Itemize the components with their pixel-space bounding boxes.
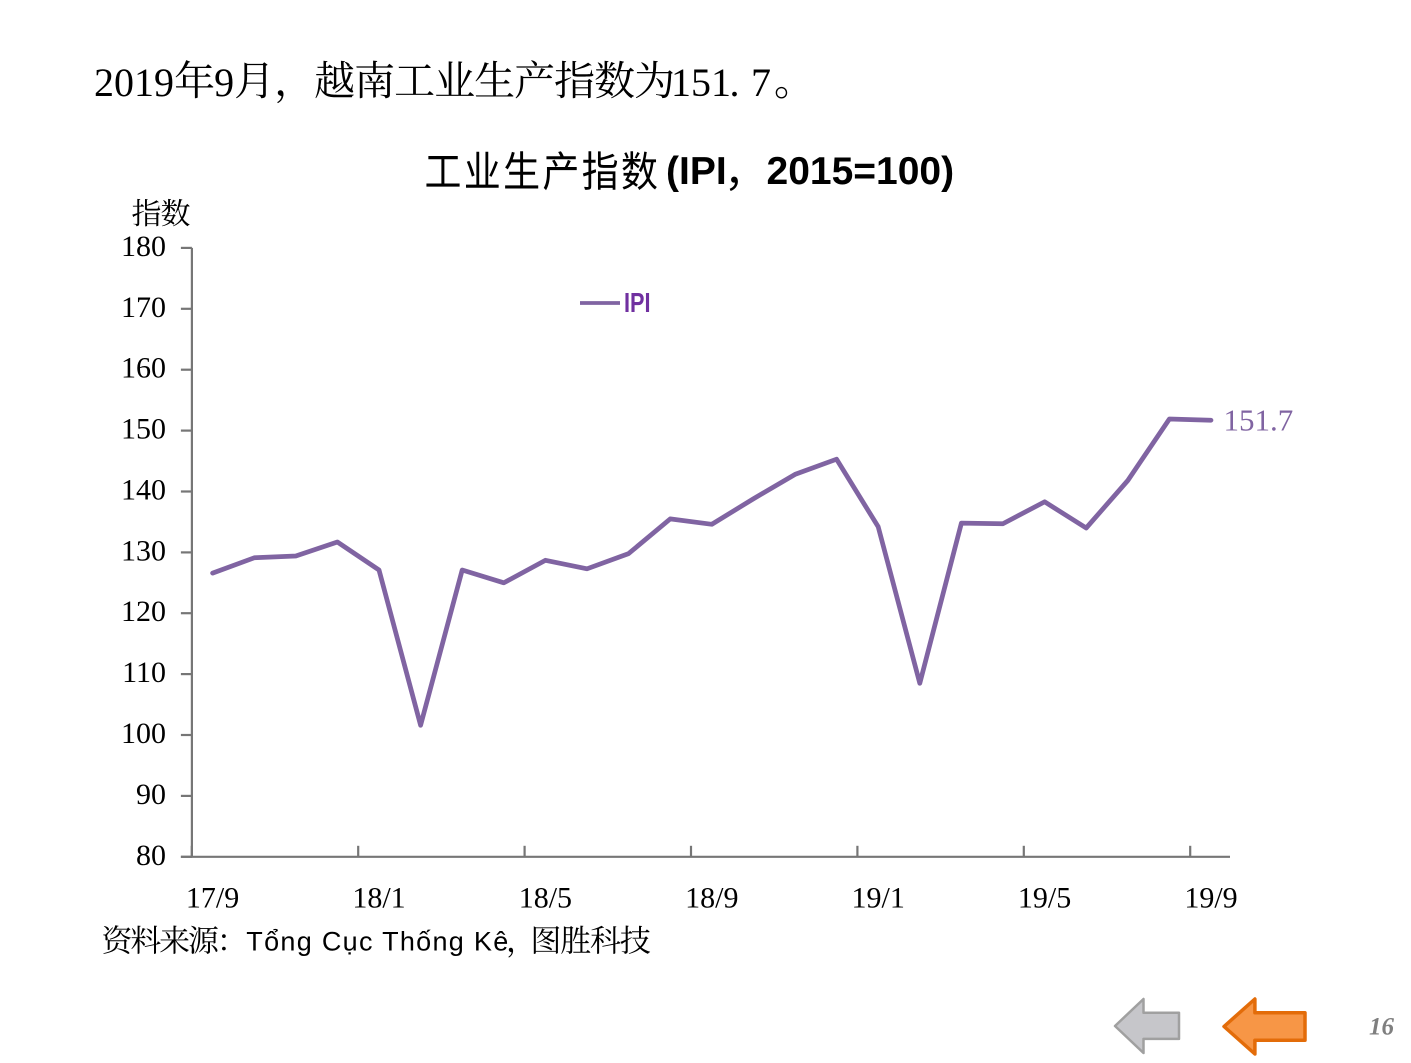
svg-text:Tổng Cục Thống Kê: Tổng Cục Thống Kê [246,926,509,956]
svg-text:18/9: 18/9 [685,882,738,915]
svg-text:2019: 2019 [94,60,174,105]
svg-text:9: 9 [214,60,234,105]
svg-text:18/1: 18/1 [352,882,405,915]
svg-text:17/9: 17/9 [186,882,239,915]
svg-text:18/5: 18/5 [519,882,572,915]
svg-text:160: 160 [121,352,166,385]
svg-text:2015=100): 2015=100) [767,150,955,193]
svg-text:170: 170 [121,291,166,324]
svg-text:180: 180 [121,230,166,263]
svg-text:140: 140 [121,474,166,507]
svg-text:151.7: 151.7 [1224,403,1294,438]
svg-text:19/9: 19/9 [1184,882,1237,915]
svg-text:151.7: 151.7 [671,60,771,105]
svg-text:19/1: 19/1 [852,882,905,915]
svg-text:100: 100 [121,717,166,750]
svg-text:120: 120 [121,595,166,628]
svg-text:110: 110 [122,656,166,689]
svg-text:16: 16 [1369,1013,1395,1040]
svg-text:IPI: IPI [624,287,651,318]
svg-text:19/5: 19/5 [1018,882,1071,915]
svg-text:90: 90 [136,778,166,811]
svg-text:(IPI: (IPI [666,150,727,193]
svg-text:150: 150 [121,413,166,446]
svg-text:80: 80 [136,839,166,872]
svg-text:130: 130 [121,534,166,567]
